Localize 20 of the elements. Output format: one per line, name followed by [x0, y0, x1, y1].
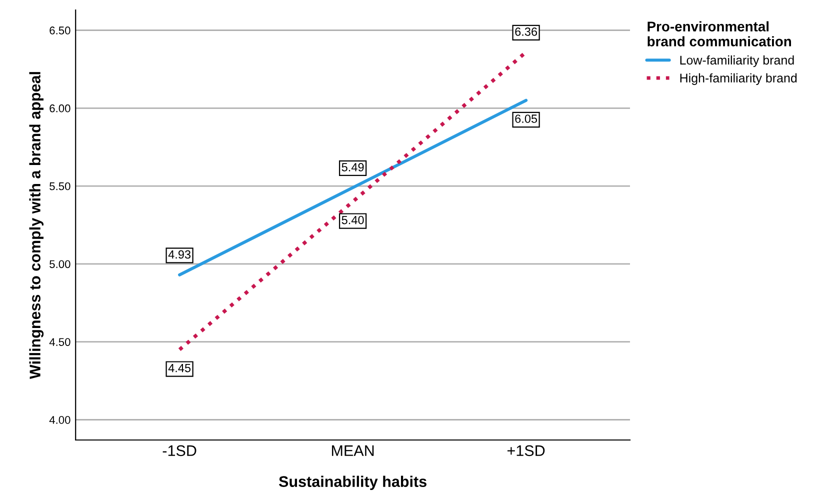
- data-label: 5.49: [342, 163, 364, 172]
- data-label: 6.05: [515, 114, 538, 123]
- y-tick-label: 5.50: [50, 182, 70, 190]
- legend-title: Pro-environmental brand communication: [648, 21, 792, 46]
- x-tick-label: MEAN: [332, 445, 374, 456]
- y-tick-label: 6.00: [50, 104, 70, 112]
- data-label: 5.40: [342, 216, 364, 224]
- y-tick-label: 6.50: [50, 26, 70, 34]
- data-label: 4.45: [168, 364, 191, 372]
- data-label: 6.36: [515, 27, 538, 36]
- y-axis-title: Willingness to comply with a brand appeal: [29, 72, 44, 379]
- legend-label: Low-familiarity brand: [680, 55, 794, 68]
- y-tick-label: 4.50: [49, 338, 70, 346]
- legend-label: High-familiarity brand: [680, 73, 797, 85]
- x-tick-label: -1SD: [162, 445, 196, 456]
- x-tick-label: +1SD: [507, 445, 545, 456]
- y-tick-label: 4.00: [49, 416, 70, 424]
- x-axis-title: Sustainability habits: [278, 476, 426, 490]
- y-tick-label: 5.00: [50, 260, 70, 268]
- data-label: 4.93: [168, 250, 191, 259]
